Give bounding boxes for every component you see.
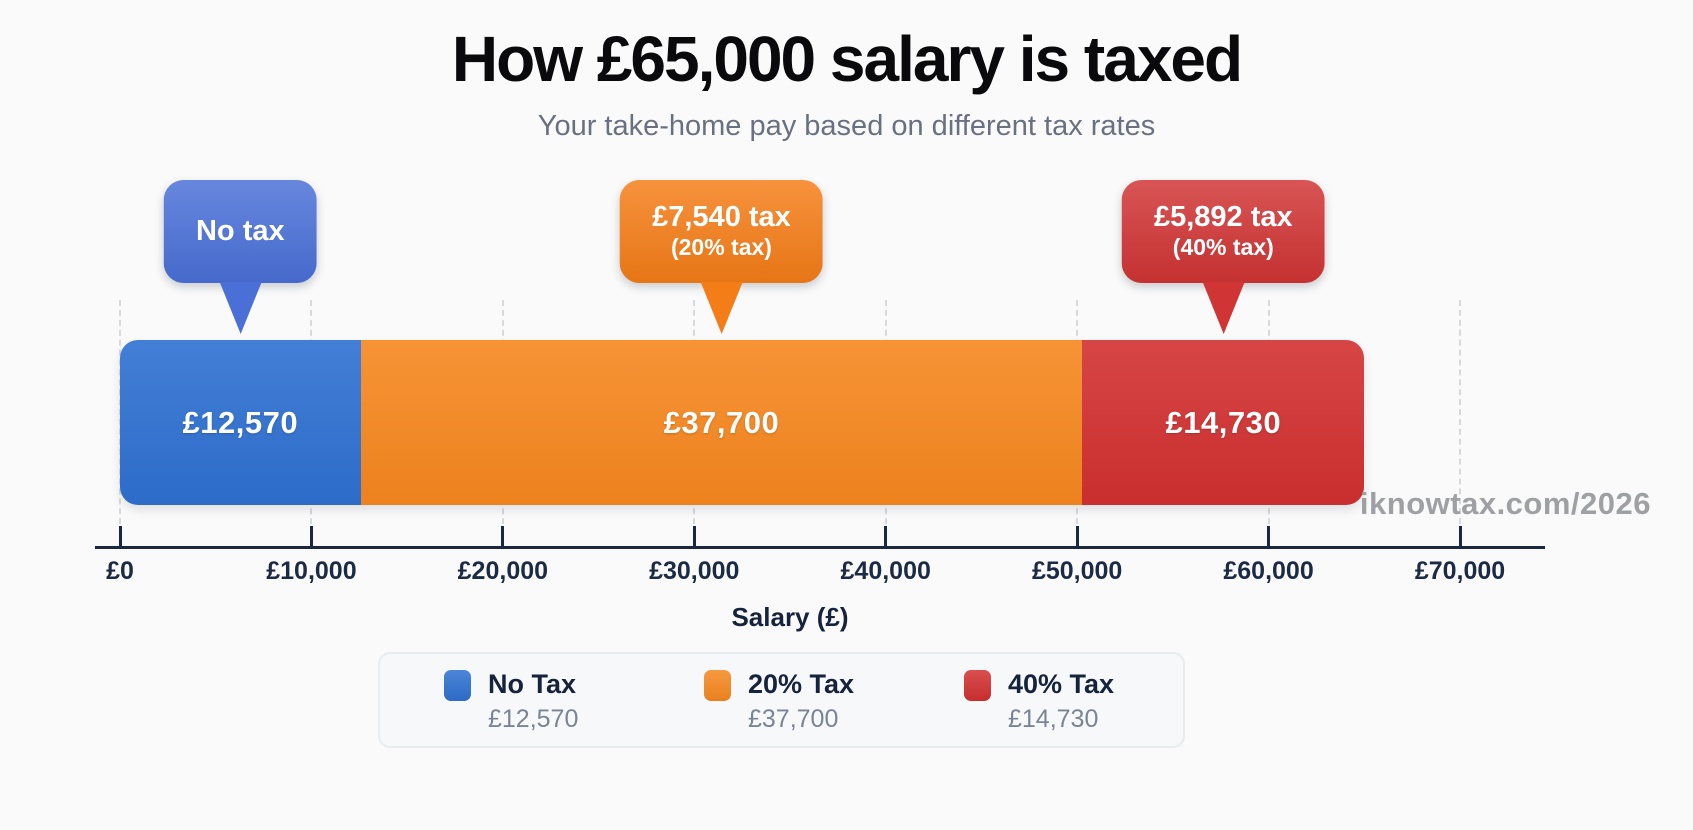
x-axis-tick-label: £70,000 — [1414, 557, 1506, 585]
callout-line1: No tax — [195, 214, 285, 247]
x-axis-tick — [692, 526, 696, 546]
bar-segment-40-tax[interactable]: £14,730 — [1082, 340, 1365, 505]
bar-segment-value-label: £12,570 — [182, 404, 299, 440]
legend-text: No Tax £12,570 — [488, 669, 579, 733]
legend-label: 20% Tax — [748, 669, 855, 699]
legend-value: £14,730 — [1008, 704, 1099, 733]
x-axis-tick — [309, 526, 313, 546]
bar-segment-20-tax[interactable]: £37,700 — [360, 340, 1083, 505]
legend-text: 40% Tax £14,730 — [1008, 669, 1115, 733]
legend-value: £12,570 — [488, 704, 579, 733]
callout-line2: (20% tax) — [670, 234, 772, 261]
x-axis-tick-label: £50,000 — [1031, 557, 1123, 585]
callout-tail-icon — [1202, 282, 1245, 334]
callout-line2: (40% tax) — [1172, 234, 1274, 261]
legend-swatch-icon — [704, 670, 731, 701]
x-axis-title: Salary (£) — [731, 602, 849, 632]
legend-label: 40% Tax — [1008, 669, 1115, 699]
x-axis-tick — [501, 526, 505, 546]
legend-item-20-tax[interactable]: 20% Tax £37,700 — [704, 669, 964, 733]
chart-title: How £65,000 salary is taxed — [451, 23, 1243, 95]
x-axis-tick — [118, 526, 122, 546]
chart-subtitle: Your take-home pay based on different ta… — [537, 110, 1156, 142]
x-axis-tick — [1075, 526, 1079, 546]
callout-40-tax: £5,892 tax (40% tax) — [1121, 180, 1325, 334]
x-axis-tick — [884, 526, 888, 546]
callout-tail-icon — [700, 282, 743, 334]
x-axis-line — [95, 546, 1545, 549]
x-axis-tick-label: £0 — [106, 557, 134, 585]
watermark: iknowtax.com/2026 — [1359, 486, 1651, 521]
legend-swatch-icon — [444, 670, 471, 701]
bar-segment-value-label: £37,700 — [663, 404, 780, 440]
x-axis-tick — [1458, 526, 1462, 546]
bar-segment-value-label: £14,730 — [1165, 404, 1282, 440]
x-axis-tick — [1267, 526, 1271, 546]
callout-no-tax: No tax — [163, 180, 317, 334]
legend-item-no-tax[interactable]: No Tax £12,570 — [444, 669, 704, 733]
legend-item-40-tax[interactable]: 40% Tax £14,730 — [964, 669, 1115, 733]
x-axis-tick-label: £20,000 — [457, 557, 549, 585]
x-axis-tick-label: £10,000 — [266, 557, 357, 585]
legend-label: No Tax — [488, 669, 577, 699]
legend-swatch-icon — [964, 670, 991, 701]
bar-segment-no-tax[interactable]: £12,570 — [120, 340, 361, 505]
callout-20-tax: £7,540 tax (20% tax) — [620, 180, 823, 334]
callout-tail-icon — [219, 282, 262, 334]
callout-line1: £7,540 tax — [652, 201, 791, 234]
x-axis-tick-label: £60,000 — [1223, 557, 1314, 585]
legend: No Tax £12,570 20% Tax £37,700 40% Tax £14,73… — [378, 652, 1185, 748]
stacked-bar: £12,570 £37,700 £14,730 — [120, 340, 1365, 505]
legend-text: 20% Tax £37,700 — [748, 669, 855, 733]
x-axis-tick-label: £40,000 — [840, 557, 931, 585]
callout-line1: £5,892 tax — [1153, 201, 1293, 234]
x-axis-tick-label: £30,000 — [649, 557, 740, 585]
gridline — [1459, 300, 1461, 544]
legend-value: £37,700 — [748, 704, 839, 733]
